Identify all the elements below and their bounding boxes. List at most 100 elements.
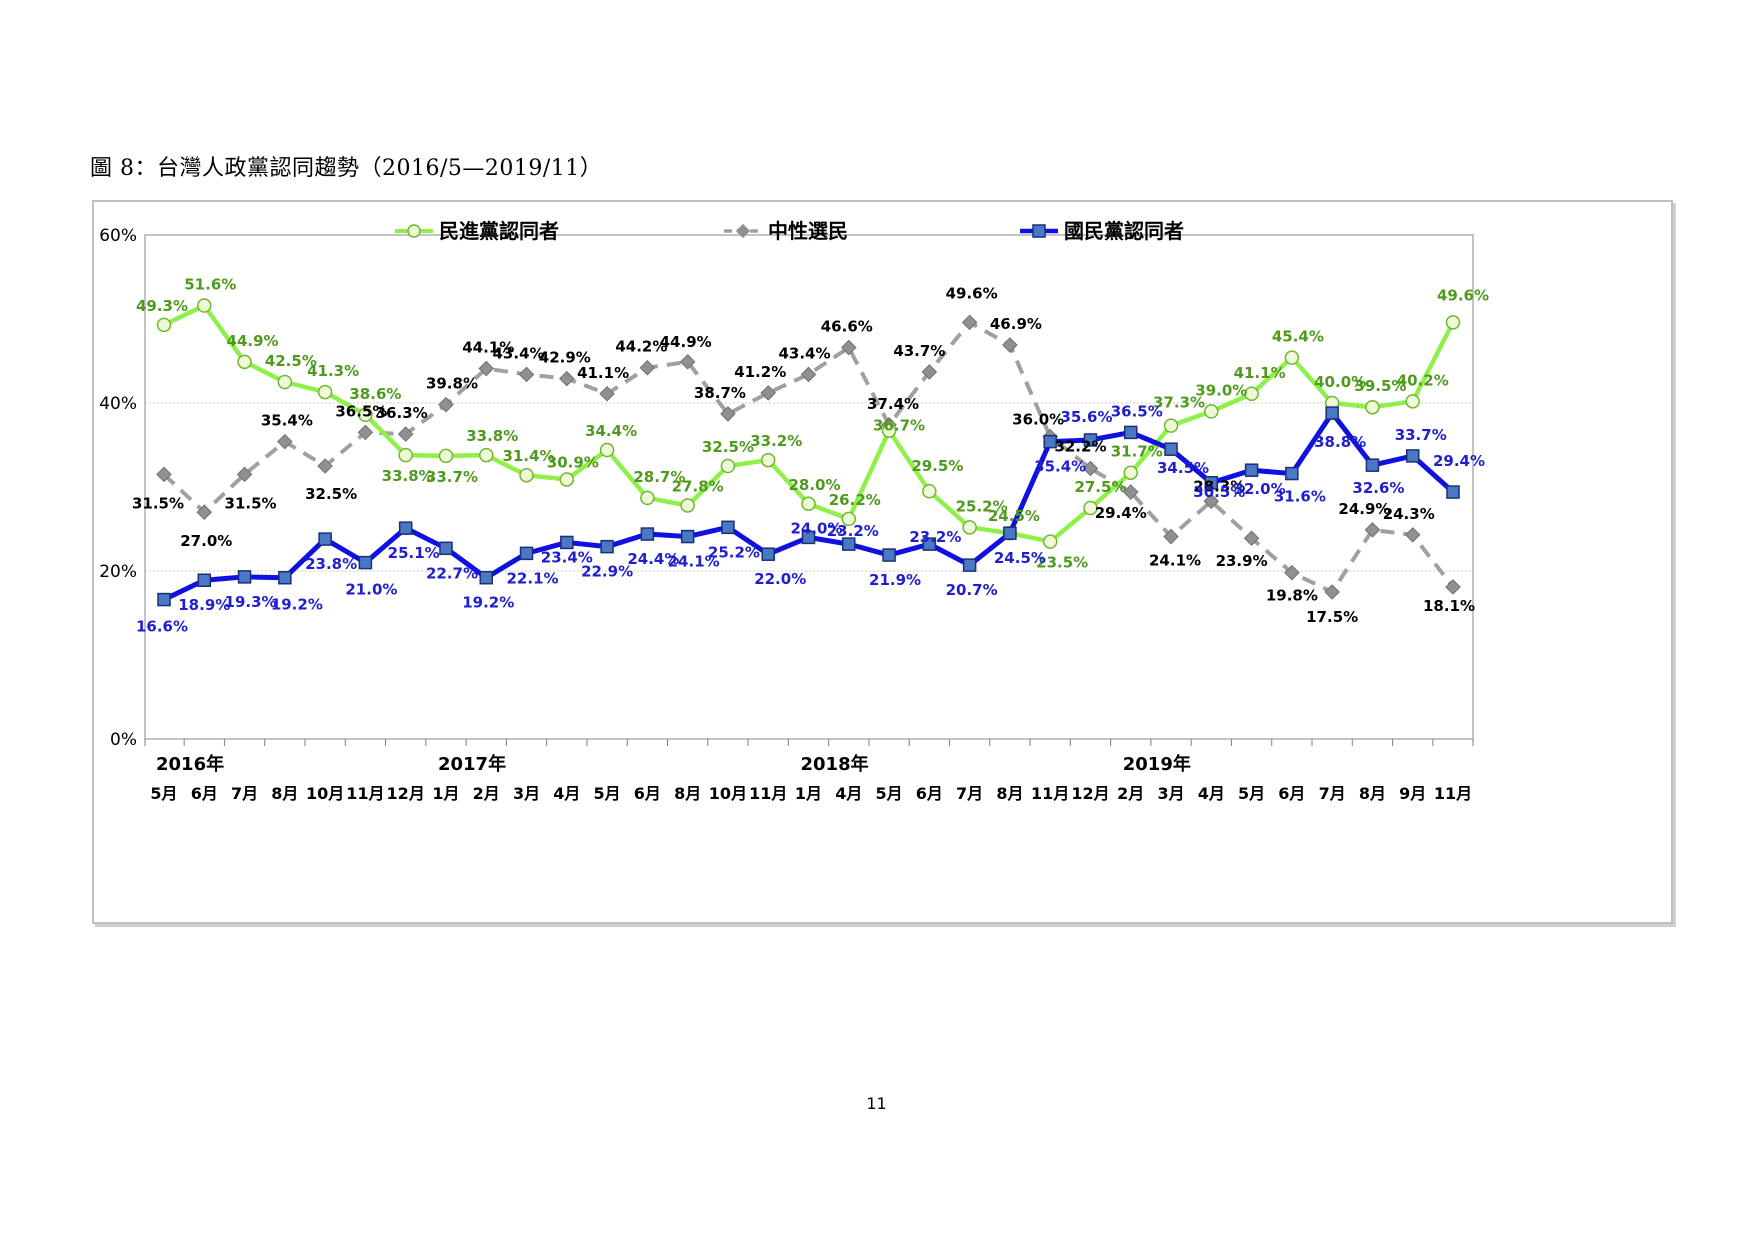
data-label: 21.9% <box>869 571 921 589</box>
data-point <box>1122 484 1139 500</box>
data-label: 19.3% <box>225 593 277 611</box>
data-label: 25.2% <box>708 543 760 561</box>
data-point <box>841 339 857 356</box>
month-label: 6月 <box>191 784 218 803</box>
month-label: 8月 <box>996 784 1023 803</box>
year-label: 2018年 <box>801 753 869 775</box>
data-label: 41.2% <box>734 363 786 381</box>
data-label: 23.2% <box>827 522 879 540</box>
data-label: 21.0% <box>345 581 397 599</box>
data-label: 36.7% <box>873 417 925 435</box>
data-point <box>1284 564 1300 581</box>
month-label: 4月 <box>1198 784 1225 803</box>
data-point <box>1204 476 1219 490</box>
data-label: 38.8% <box>1314 433 1366 451</box>
data-label: 23.5% <box>1036 554 1088 572</box>
data-point <box>841 511 857 527</box>
data-point <box>237 570 252 584</box>
month-label: 3月 <box>1157 784 1184 803</box>
data-point <box>761 547 775 561</box>
data-label: 24.1% <box>668 553 720 571</box>
data-point <box>1164 442 1178 456</box>
data-label: 44.1% <box>462 339 514 357</box>
data-label: 19.2% <box>271 596 323 614</box>
data-point <box>1325 406 1339 420</box>
data-point <box>639 359 656 376</box>
month-label: 12月 <box>387 784 425 803</box>
data-point <box>1163 418 1179 433</box>
month-label: 5月 <box>875 784 902 803</box>
data-label: 33.7% <box>426 468 478 486</box>
data-label: 38.7% <box>694 384 746 402</box>
data-label: 26.2% <box>829 491 881 509</box>
data-label: 25.2% <box>956 497 1008 515</box>
data-point <box>1365 399 1380 415</box>
data-point <box>1285 466 1299 481</box>
data-label: 46.6% <box>821 318 873 336</box>
data-label: 41.1% <box>1234 364 1286 382</box>
data-point <box>1446 485 1460 499</box>
data-label: 27.8% <box>672 477 724 495</box>
month-label: 4月 <box>835 784 862 803</box>
legend-marker <box>1032 224 1046 238</box>
data-label: 24.5% <box>994 549 1046 567</box>
data-label: 42.9% <box>539 349 591 367</box>
data-label: 33.8% <box>382 467 434 485</box>
data-label: 32.5% <box>305 485 357 503</box>
data-point <box>1284 350 1300 365</box>
data-label: 38.6% <box>349 385 401 403</box>
data-point <box>1124 425 1138 440</box>
month-label: 1月 <box>795 784 822 803</box>
data-label: 41.3% <box>307 362 359 380</box>
data-label: 43.4% <box>778 344 830 362</box>
data-point <box>922 483 937 499</box>
data-label: 44.9% <box>660 333 712 351</box>
plot-area <box>144 234 1474 740</box>
data-label: 33.7% <box>1395 426 1447 444</box>
data-label: 24.3% <box>1383 505 1435 523</box>
data-point <box>1204 404 1219 419</box>
data-point <box>1404 527 1421 543</box>
data-label: 43.7% <box>893 342 945 360</box>
data-point <box>197 298 212 313</box>
data-label: 22.0% <box>754 570 806 588</box>
month-label: 10月 <box>306 784 344 803</box>
data-label: 28.3% <box>1193 477 1245 495</box>
data-point <box>357 424 374 441</box>
month-label: 7月 <box>231 784 258 803</box>
series-kmt <box>157 406 1460 607</box>
data-point <box>1002 337 1018 353</box>
month-label: 12月 <box>1071 784 1109 803</box>
data-point <box>922 537 937 551</box>
data-point <box>479 570 493 585</box>
legend-label: 國民黨認同者 <box>1064 219 1184 243</box>
data-label: 35.4% <box>261 412 313 430</box>
month-label: 3月 <box>513 784 540 803</box>
data-point <box>358 407 373 423</box>
month-label: 2月 <box>473 784 500 803</box>
data-point <box>277 374 293 390</box>
data-label: 16.6% <box>136 618 188 636</box>
data-label: 27.0% <box>180 532 232 550</box>
month-label: 5月 <box>594 784 621 803</box>
data-point <box>438 448 454 464</box>
data-point <box>680 498 695 513</box>
data-label: 17.5% <box>1306 608 1358 626</box>
data-point <box>519 467 534 483</box>
data-point <box>1324 584 1340 600</box>
month-label: 11月 <box>749 784 787 803</box>
data-label: 35.6% <box>1060 408 1112 426</box>
data-label: 39.5% <box>1354 377 1406 395</box>
year-label: 2016年 <box>156 753 224 775</box>
data-point <box>196 504 213 520</box>
legend-marker <box>735 223 751 239</box>
series-line-neutral <box>162 320 1455 594</box>
data-label: 23.4% <box>541 548 593 566</box>
data-label: 49.6% <box>946 284 998 302</box>
line-chart: 0% 20% 40% 60% 2016年 2017年 2018年 2019年 5月 6月 7月 8月 1… <box>99 219 1489 803</box>
data-point <box>1083 433 1098 447</box>
data-point <box>1405 394 1420 409</box>
legend-marker <box>407 224 421 238</box>
data-point <box>439 541 453 556</box>
data-label: 22.7% <box>426 564 478 582</box>
